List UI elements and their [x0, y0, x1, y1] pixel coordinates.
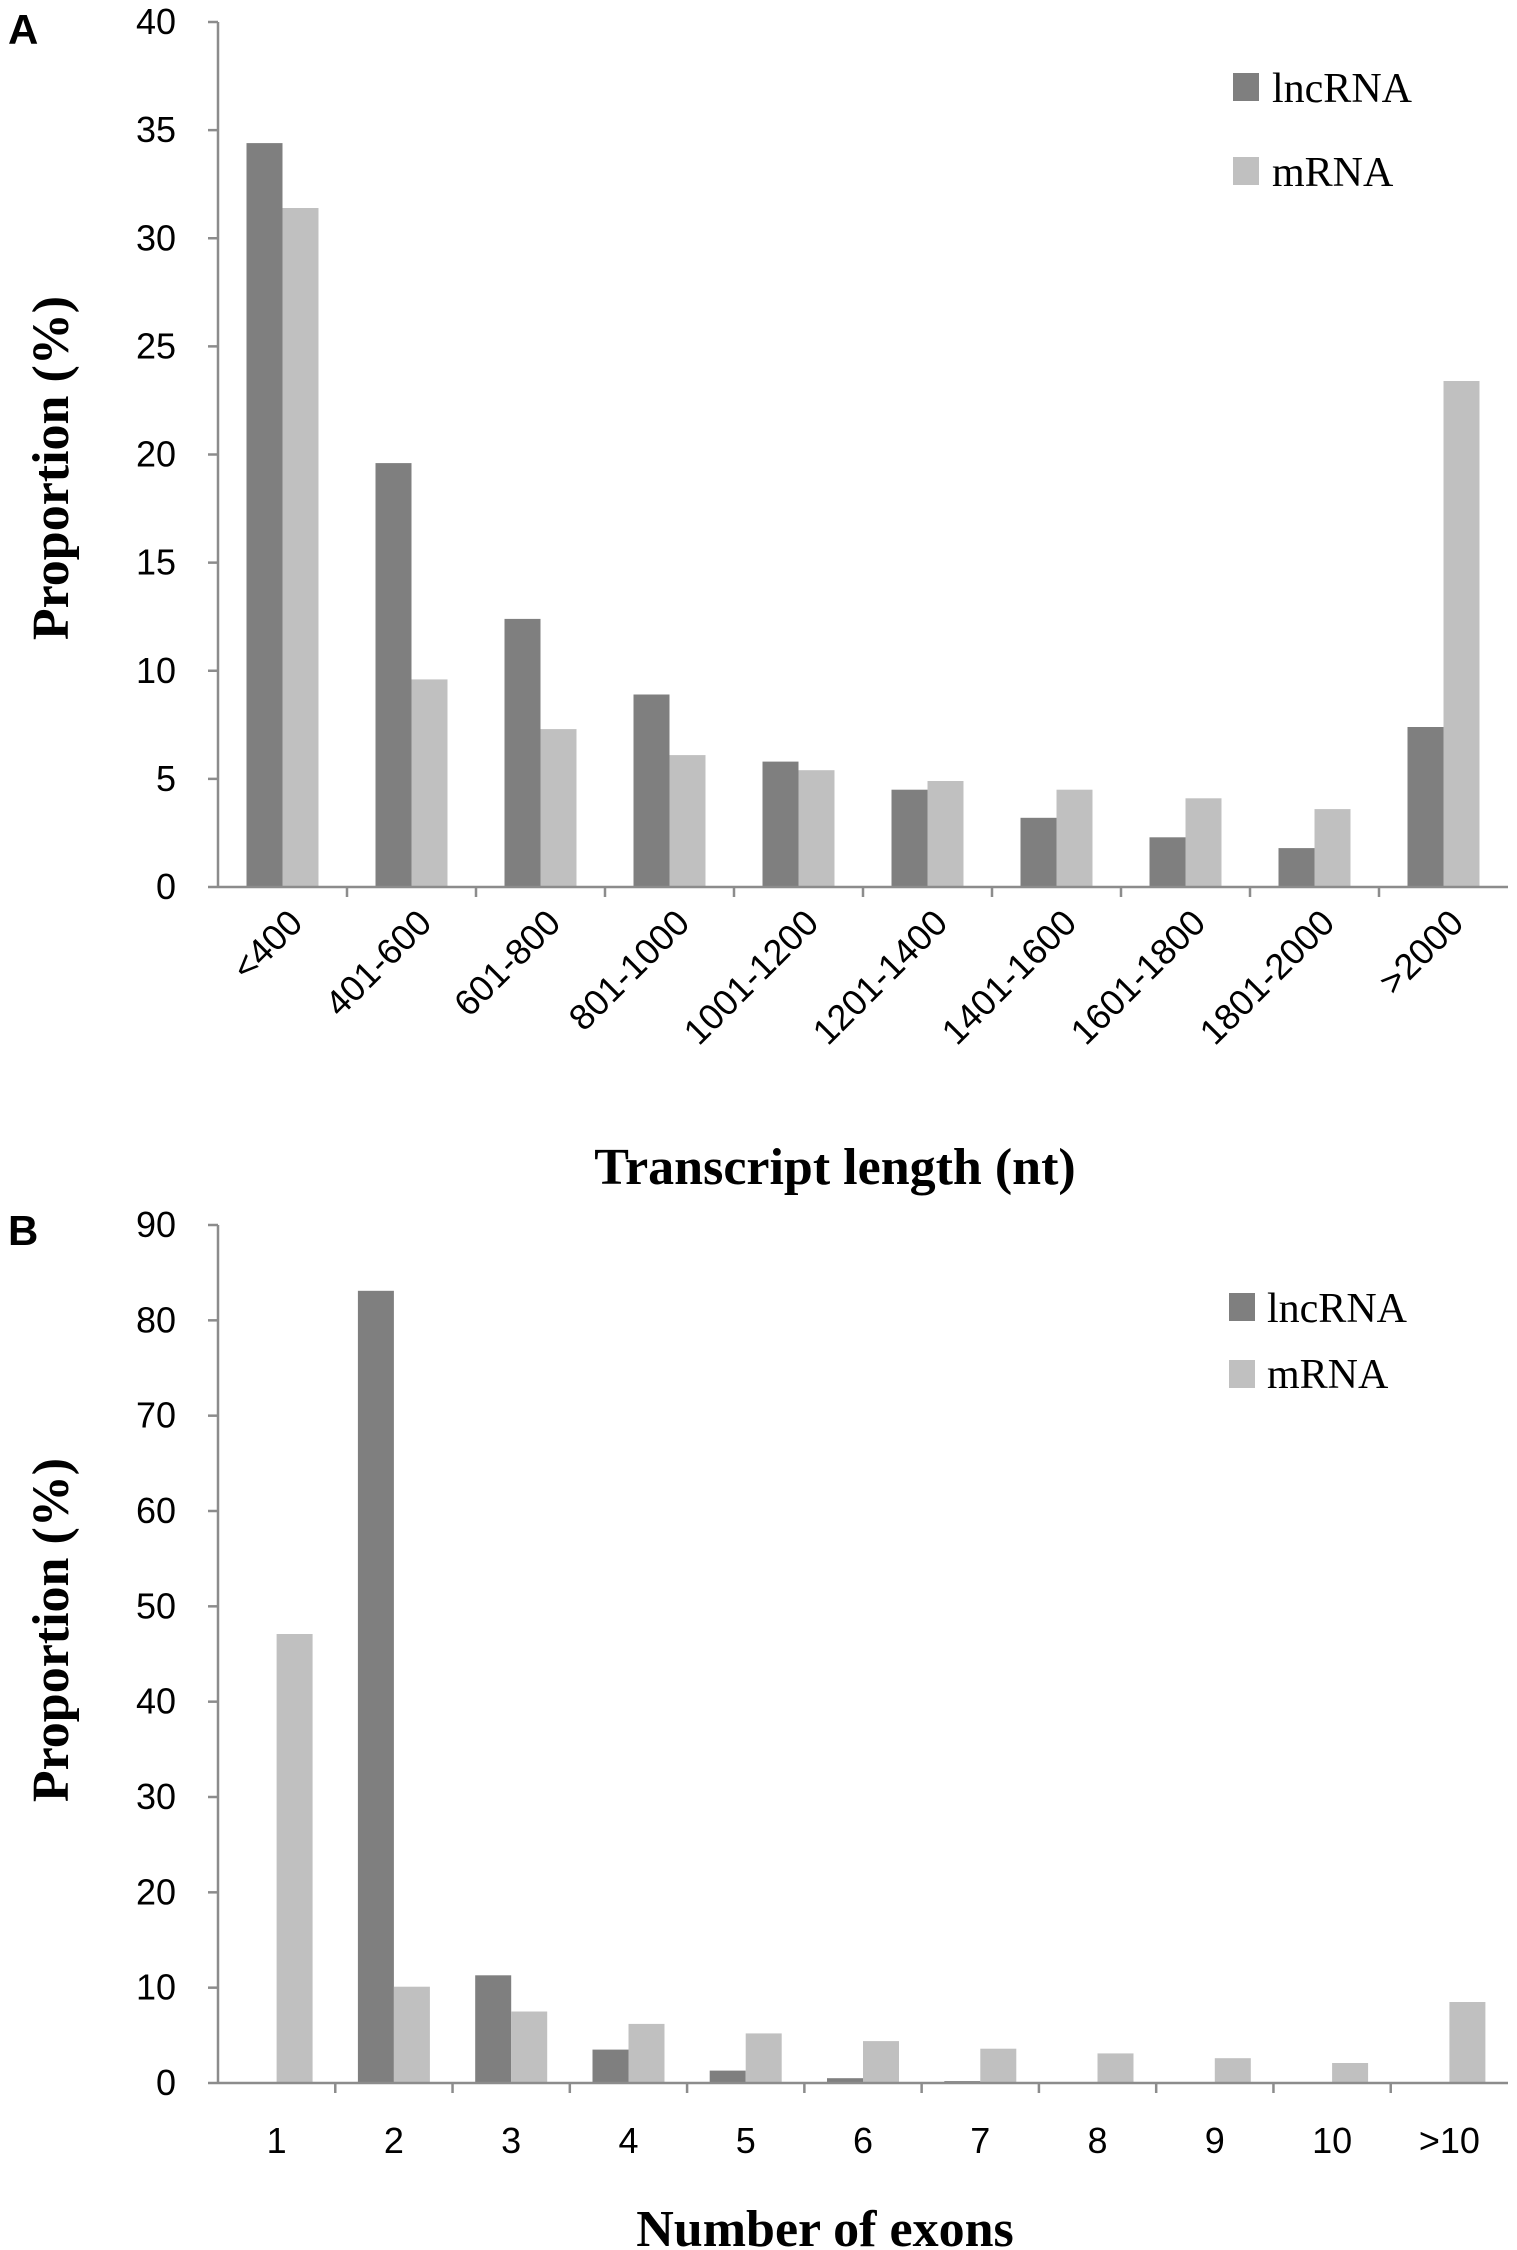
x-tick-label-b-7: 8: [1088, 2120, 1108, 2161]
chart-panel-b: B Proportion (%) Number of exons lncRNA …: [8, 1204, 1508, 2250]
y-tick-label-b-30: 30: [136, 1776, 176, 1817]
bar-b-mrna-1: [393, 1986, 430, 2083]
bar-a-mrna-4: [798, 770, 835, 887]
y-tick-label-a-40: 40: [136, 1, 176, 42]
bar-a-mrna-8: [1314, 809, 1351, 887]
x-tick-label-b-0: 1: [267, 2120, 287, 2161]
bar-b-lncrna-4: [709, 2070, 746, 2083]
x-tick-label-a-1: 401-600: [317, 902, 439, 1024]
bar-b-mrna-4: [745, 2033, 782, 2083]
x-tick-label-b-5: 6: [853, 2120, 873, 2161]
legend-swatch-mrna-b: [1229, 1360, 1255, 1388]
x-tick-label-a-7: 1601-1800: [1062, 902, 1213, 1053]
bar-a-lncrna-4: [762, 761, 799, 887]
y-tick-label-b-50: 50: [136, 1585, 176, 1626]
legend-a: lncRNA mRNA: [1233, 66, 1413, 196]
legend-swatch-lncrna-a: [1233, 73, 1259, 101]
x-tick-label-a-3: 801-1000: [561, 902, 698, 1039]
x-tick-label-a-8: 1801-2000: [1191, 902, 1342, 1053]
y-tick-label-b-10: 10: [136, 1967, 176, 2008]
bar-b-mrna-2: [511, 2011, 548, 2083]
y-tick-label-a-30: 30: [136, 217, 176, 258]
bar-b-lncrna-3: [592, 2049, 629, 2083]
bar-a-lncrna-1: [375, 463, 412, 887]
x-tick-label-b-8: 9: [1205, 2120, 1225, 2161]
bar-a-mrna-2: [540, 729, 577, 887]
bar-a-mrna-9: [1443, 381, 1480, 887]
y-tick-label-a-35: 35: [136, 109, 176, 150]
bar-b-lncrna-2: [475, 1975, 512, 2083]
y-tick-label-b-90: 90: [136, 1204, 176, 1245]
y-tick-label-b-0: 0: [156, 2062, 176, 2103]
y-tick-label-a-20: 20: [136, 434, 176, 475]
x-tick-label-a-9: >2000: [1371, 902, 1471, 1002]
x-tick-label-b-3: 4: [618, 2120, 638, 2161]
x-tick-label-a-5: 1201-1400: [804, 902, 955, 1053]
bar-a-mrna-1: [411, 679, 448, 887]
x-tick-label-b-1: 2: [384, 2120, 404, 2161]
x-tick-label-a-4: 1001-1200: [675, 902, 826, 1053]
bar-b-mrna-10: [1449, 2002, 1486, 2083]
legend-label-mrna-b: mRNA: [1267, 1352, 1389, 1398]
bar-a-mrna-3: [669, 755, 706, 887]
bar-a-mrna-6: [1056, 789, 1093, 887]
panel-label-a: A: [8, 6, 38, 53]
bar-a-lncrna-6: [1020, 817, 1057, 887]
legend-label-lncrna-b: lncRNA: [1267, 1286, 1408, 1332]
y-tick-label-b-60: 60: [136, 1490, 176, 1531]
bar-a-lncrna-2: [504, 618, 541, 887]
bar-b-lncrna-5: [827, 2078, 863, 2083]
chart-panel-a: A Proportion (%) Transcript length (nt) …: [8, 1, 1508, 1196]
y-tick-label-b-70: 70: [136, 1395, 176, 1436]
bar-a-lncrna-3: [633, 694, 670, 887]
y-tick-label-a-25: 25: [136, 325, 176, 366]
bar-b-mrna-0: [276, 1634, 313, 2083]
legend-label-lncrna-a: lncRNA: [1272, 66, 1413, 112]
bar-a-mrna-5: [927, 781, 964, 887]
x-axis-title-a: Transcript length (nt): [594, 1139, 1075, 1196]
x-tick-label-b-9: 10: [1312, 2120, 1352, 2161]
x-tick-label-a-6: 1401-1600: [933, 902, 1084, 1053]
bar-a-lncrna-0: [246, 143, 283, 888]
y-axis-title-b: Proportion (%): [23, 1458, 80, 1802]
bar-b-mrna-8: [1214, 2058, 1251, 2083]
x-tick-label-b-2: 3: [501, 2120, 521, 2161]
y-tick-label-a-5: 5: [156, 758, 176, 799]
bar-a-mrna-0: [282, 208, 319, 887]
bar-a-lncrna-9: [1407, 727, 1444, 887]
x-tick-label-b-10: >10: [1419, 2120, 1480, 2161]
y-tick-label-a-10: 10: [136, 650, 176, 691]
y-axis-title-a: Proportion (%): [23, 296, 80, 640]
bar-b-mrna-3: [628, 2023, 665, 2083]
x-tick-label-b-6: 7: [970, 2120, 990, 2161]
x-tick-label-a-0: <400: [224, 902, 310, 988]
bar-b-lncrna-1: [357, 1290, 394, 2083]
y-tick-label-b-40: 40: [136, 1681, 176, 1722]
bar-b-mrna-9: [1332, 2063, 1369, 2083]
bar-a-mrna-7: [1185, 798, 1222, 887]
x-tick-label-a-2: 601-800: [446, 902, 568, 1024]
y-tick-label-a-15: 15: [136, 542, 176, 583]
legend-b: lncRNA mRNA: [1229, 1286, 1408, 1398]
bar-a-lncrna-7: [1149, 837, 1186, 887]
legend-label-mrna-a: mRNA: [1272, 150, 1394, 196]
panel-label-b: B: [8, 1207, 38, 1254]
x-tick-label-b-4: 5: [736, 2120, 756, 2161]
y-tick-label-b-80: 80: [136, 1299, 176, 1340]
bar-a-lncrna-8: [1278, 848, 1315, 887]
bar-a-lncrna-5: [891, 789, 928, 887]
legend-swatch-lncrna-b: [1229, 1293, 1255, 1321]
y-tick-label-b-20: 20: [136, 1871, 176, 1912]
bar-b-mrna-7: [1097, 2053, 1134, 2083]
bar-b-mrna-6: [980, 2048, 1017, 2083]
bar-b-mrna-5: [863, 2041, 899, 2083]
legend-swatch-mrna-a: [1233, 157, 1259, 185]
y-tick-label-a-0: 0: [156, 866, 176, 907]
x-axis-title-b: Number of exons: [636, 2201, 1013, 2250]
